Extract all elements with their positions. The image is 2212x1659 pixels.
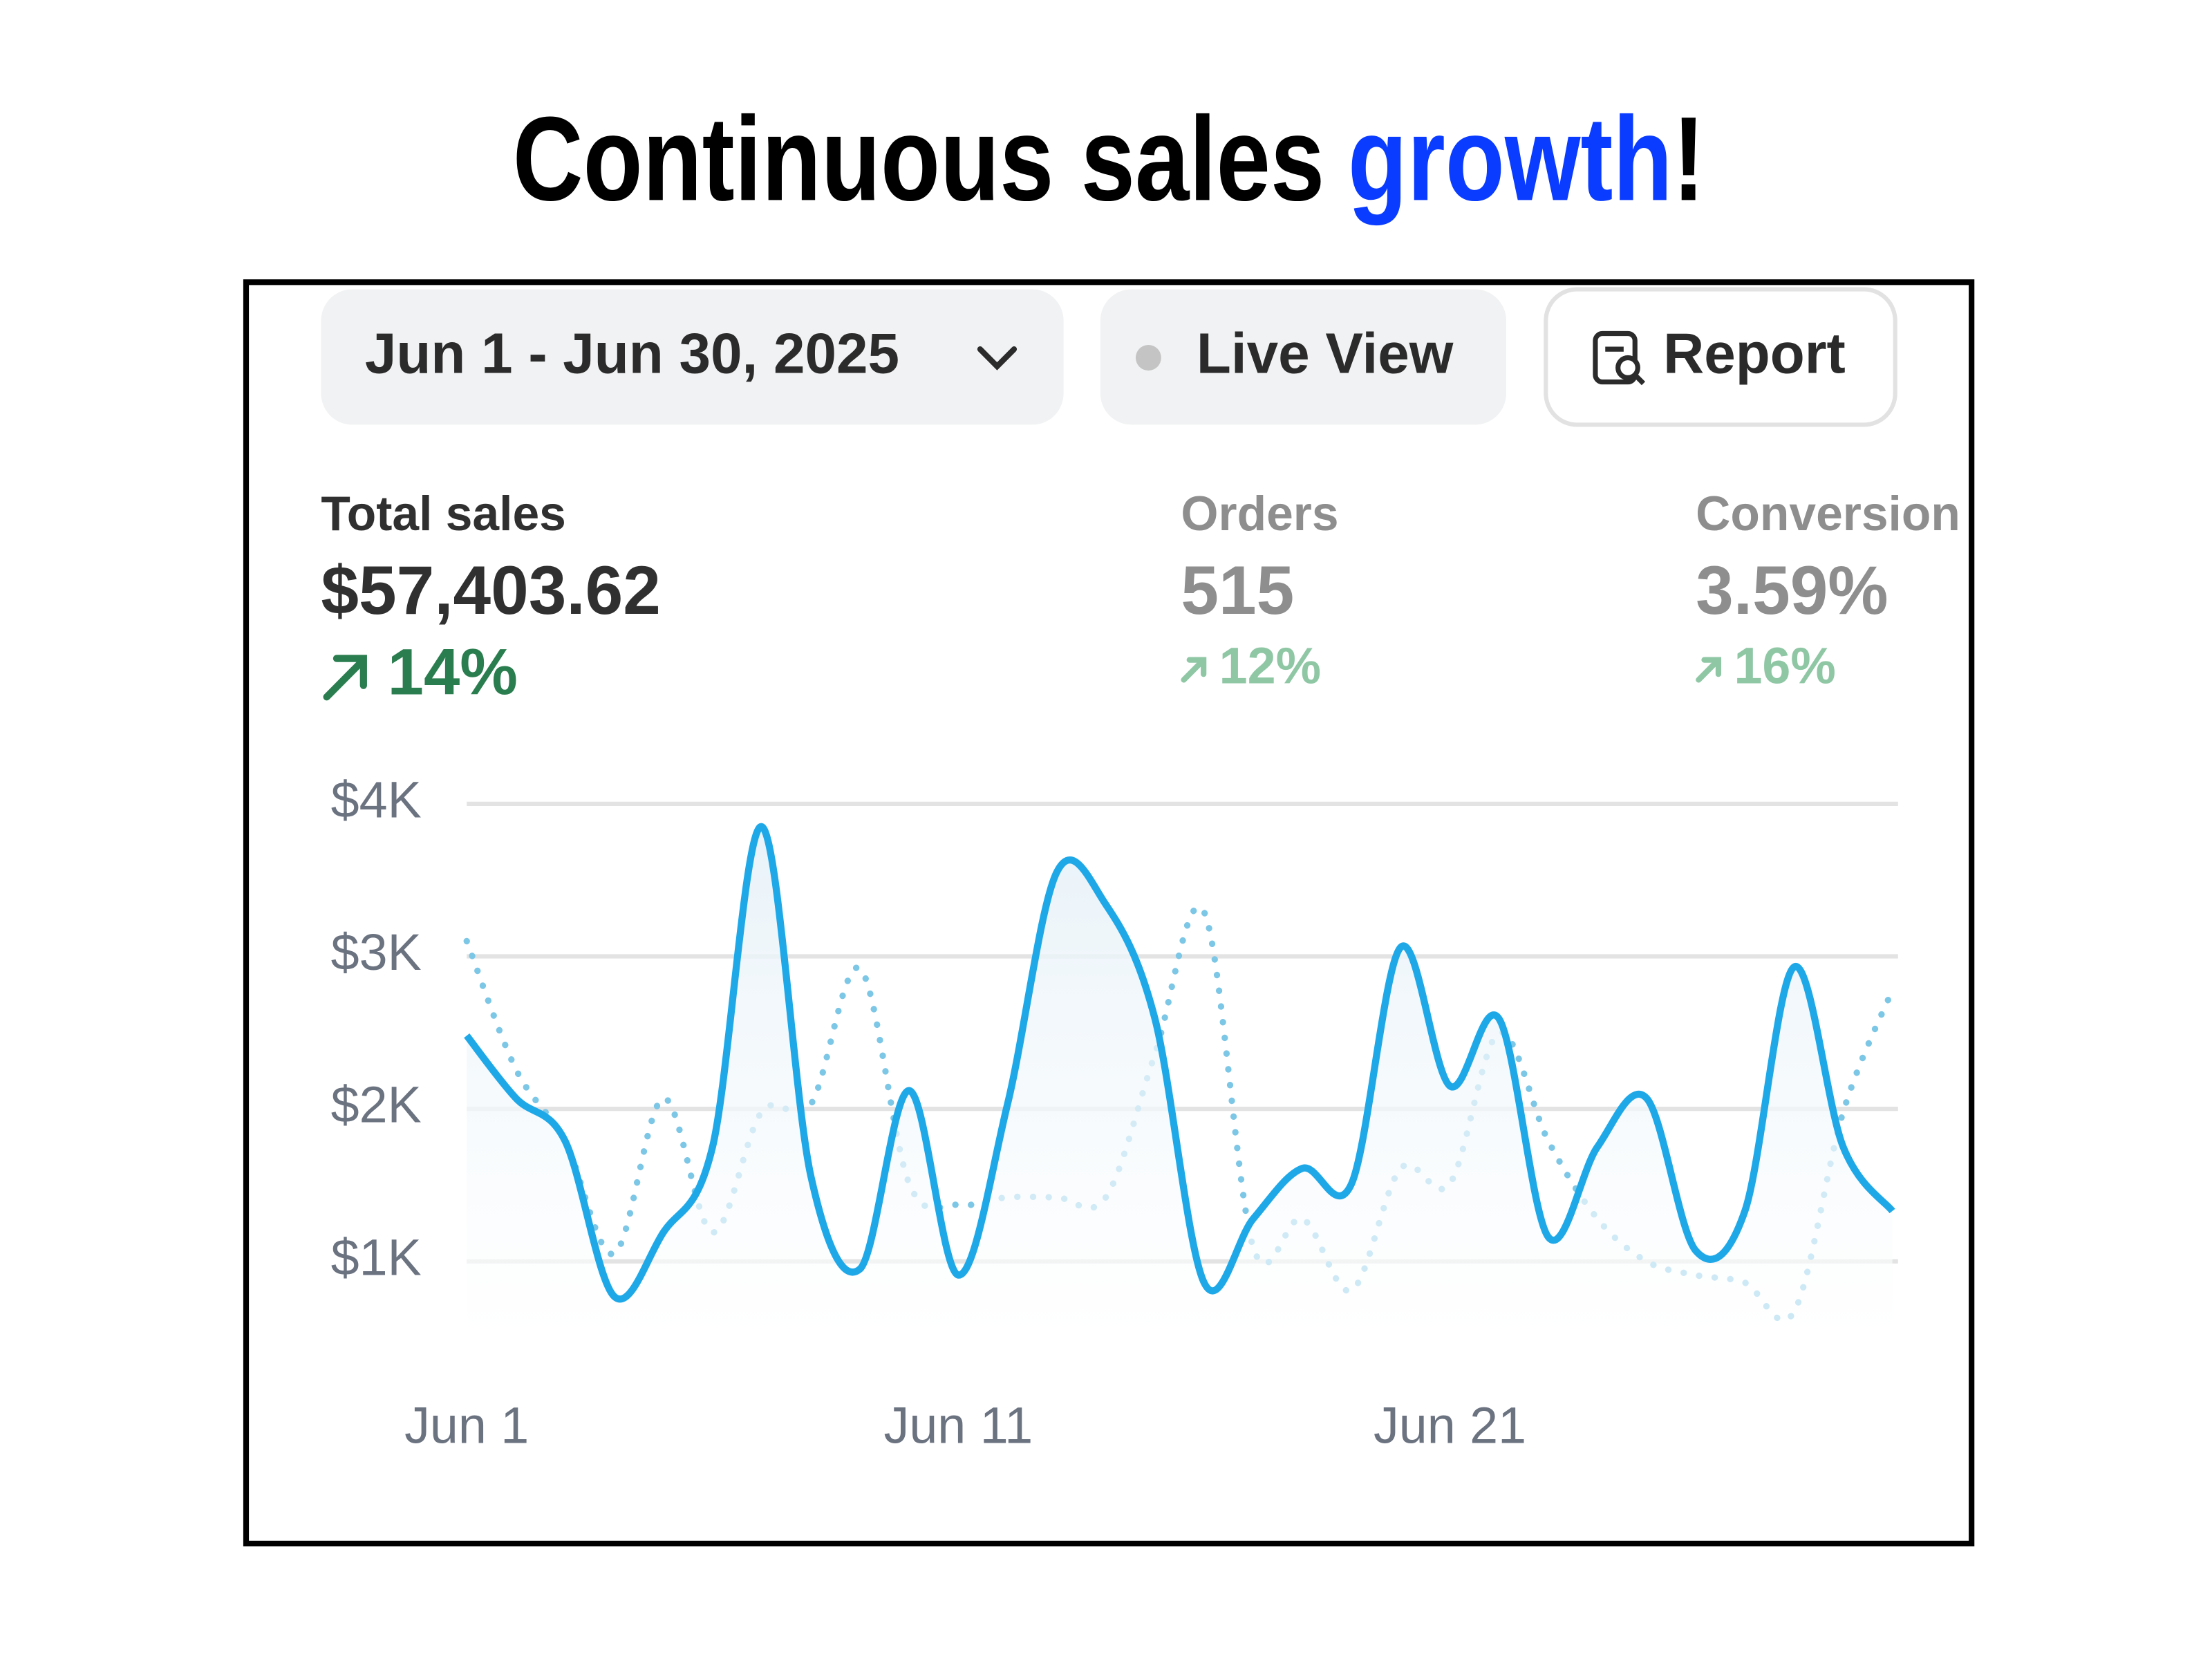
metric-label: Total sales: [321, 487, 565, 541]
date-range-text: Jun 1 - Jun 30, 2025: [365, 322, 899, 385]
live-view-button[interactable]: [1100, 289, 1507, 425]
series-line: [464, 823, 1895, 1303]
x-tick-label: Jun 1: [404, 1396, 529, 1454]
metric-label: Orders: [1181, 487, 1338, 541]
metric-change: 16%: [1734, 637, 1835, 694]
metric-label: Conversion: [1696, 487, 1960, 541]
metric-value: 3.59%: [1696, 552, 1888, 628]
metric-value: $57,403.62: [321, 552, 660, 628]
x-tick-label: Jun 11: [884, 1396, 1033, 1454]
report-button[interactable]: [1544, 287, 1897, 427]
dashboard: Jun 1 - Jun 30, 2025 Live View Report To…: [321, 287, 1960, 1454]
metric-change: 14%: [388, 635, 518, 709]
status-dot: [1135, 344, 1161, 371]
chart: $1K $2K $3K $4K Jun 1 Jun 11 Jun 21: [331, 771, 1898, 1454]
trend-arrow: [323, 655, 367, 701]
date-range-button[interactable]: [321, 289, 1064, 425]
trend-arrow: [1696, 657, 1722, 683]
report-icon: [1593, 330, 1646, 386]
live-view-text: Live View: [1197, 322, 1454, 385]
x-tick-label: Jun 21: [1374, 1396, 1526, 1454]
chevron-icon: [977, 346, 1018, 371]
y-tick-label: $3K: [331, 924, 422, 981]
headline-highlight: growth: [1348, 92, 1673, 225]
metric-value: 515: [1181, 552, 1294, 628]
y-tick-label: $2K: [331, 1076, 422, 1133]
y-tick-label: $4K: [331, 771, 422, 828]
headline-part: Continuous sales: [513, 92, 1324, 225]
y-tick-label: $1K: [331, 1228, 422, 1286]
trend-arrow: [1181, 657, 1207, 683]
metric-change: 12%: [1219, 637, 1321, 694]
headline-part: !: [1672, 92, 1705, 225]
report-text: Report: [1663, 322, 1846, 385]
headline: Continuous sales growth!: [513, 92, 1705, 225]
